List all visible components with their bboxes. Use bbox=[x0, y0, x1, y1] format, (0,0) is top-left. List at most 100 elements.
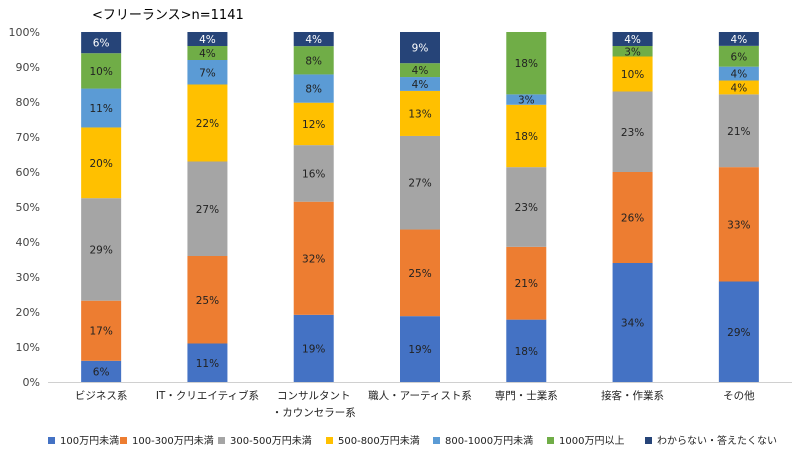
bar-segment bbox=[718, 32, 759, 46]
data-label: 18% bbox=[515, 131, 538, 143]
bar-segment bbox=[81, 88, 122, 128]
data-label: 21% bbox=[515, 278, 538, 290]
bar-segment bbox=[187, 32, 228, 46]
x-category-label: 接客・作業系 bbox=[601, 389, 664, 402]
data-label: 4% bbox=[731, 34, 748, 46]
data-label: 32% bbox=[302, 253, 325, 265]
legend-swatch bbox=[48, 437, 55, 444]
bar-segment bbox=[718, 94, 759, 168]
data-label: 27% bbox=[196, 204, 219, 216]
data-label: 12% bbox=[302, 119, 325, 131]
data-label: 23% bbox=[515, 202, 538, 214]
bar-segment bbox=[718, 281, 759, 382]
bar-segment bbox=[293, 201, 334, 315]
bar-segment bbox=[612, 56, 653, 92]
data-label: 10% bbox=[89, 66, 112, 78]
data-label: 3% bbox=[624, 46, 641, 58]
bar-segment bbox=[187, 343, 228, 382]
y-tick-label: 100% bbox=[9, 26, 40, 39]
bar-segment bbox=[187, 60, 228, 85]
legend-swatch bbox=[645, 437, 652, 444]
y-tick-label: 20% bbox=[16, 306, 40, 319]
y-tick-label: 0% bbox=[23, 376, 40, 389]
bar-segment bbox=[718, 45, 759, 67]
y-tick-label: 90% bbox=[16, 61, 40, 74]
bar-segment bbox=[506, 32, 547, 95]
bar-segment bbox=[718, 80, 759, 95]
bar-segment bbox=[612, 263, 653, 382]
data-label: 29% bbox=[727, 327, 750, 339]
bar-segment bbox=[400, 77, 440, 91]
bar-segment bbox=[187, 46, 228, 60]
y-tick-label: 70% bbox=[16, 131, 40, 144]
data-label: 34% bbox=[621, 318, 644, 330]
data-label: 27% bbox=[408, 178, 431, 190]
data-label: 18% bbox=[515, 58, 538, 70]
y-tick-label: 30% bbox=[16, 271, 40, 284]
legend-swatch bbox=[218, 437, 225, 444]
chart-title: <フリーランス>n=1141 bbox=[92, 8, 244, 23]
bar-segment bbox=[612, 32, 653, 46]
x-category-label: IT・クリエイティブ系 bbox=[156, 389, 259, 402]
bar-segment bbox=[400, 63, 440, 78]
legend-label: 100万円未満 bbox=[60, 435, 119, 447]
y-tick-label: 40% bbox=[16, 236, 40, 249]
data-label: 3% bbox=[518, 95, 535, 107]
data-label: 6% bbox=[93, 38, 110, 50]
bar-segment bbox=[187, 256, 228, 344]
legend-swatch bbox=[433, 437, 440, 444]
bar-segment bbox=[400, 90, 440, 136]
data-label: 9% bbox=[412, 43, 429, 55]
bar-segment bbox=[506, 167, 547, 247]
bar-segment bbox=[81, 127, 122, 199]
bar-segment bbox=[506, 104, 547, 168]
data-label: 6% bbox=[93, 366, 110, 378]
bar-segment bbox=[400, 316, 440, 382]
data-label: 25% bbox=[196, 295, 219, 307]
bar-segment bbox=[81, 32, 122, 54]
data-label: 6% bbox=[731, 51, 748, 63]
bar-segment bbox=[400, 135, 440, 230]
bar-segment bbox=[293, 102, 334, 146]
bar-segment bbox=[293, 46, 334, 75]
y-tick-label: 50% bbox=[16, 201, 40, 214]
bar-segment bbox=[293, 314, 334, 382]
data-label: 10% bbox=[621, 69, 644, 81]
data-label: 4% bbox=[199, 48, 216, 60]
data-label: 4% bbox=[412, 79, 429, 91]
y-tick-label: 80% bbox=[16, 96, 40, 109]
bar-segment bbox=[506, 94, 547, 105]
legend-swatch bbox=[547, 437, 554, 444]
data-label: 16% bbox=[302, 168, 325, 180]
data-label: 4% bbox=[412, 65, 429, 77]
bar-segment bbox=[187, 161, 228, 256]
bar-segment bbox=[81, 300, 122, 361]
data-label: 7% bbox=[199, 67, 216, 79]
bar-segment bbox=[187, 84, 228, 162]
legend-label: 800-1000万円未満 bbox=[445, 435, 533, 447]
x-category-label: コンサルタント bbox=[277, 390, 351, 402]
bar-segment bbox=[612, 172, 653, 263]
data-label: 19% bbox=[408, 344, 431, 356]
data-label: 11% bbox=[89, 103, 112, 115]
legend-label: 100-300万円未満 bbox=[132, 435, 214, 447]
x-category-label: 職人・アーティスト系 bbox=[368, 390, 472, 402]
bar-segment bbox=[612, 46, 653, 57]
x-category-label: ・カウンセラー系 bbox=[272, 407, 356, 419]
x-category-label: その他 bbox=[723, 389, 755, 402]
data-label: 26% bbox=[621, 213, 644, 225]
data-label: 22% bbox=[196, 118, 219, 130]
data-label: 4% bbox=[305, 34, 322, 46]
legend-label: 300-500万円未満 bbox=[230, 435, 312, 447]
legend-label: 500-800万円未満 bbox=[338, 435, 420, 447]
data-label: 17% bbox=[89, 326, 112, 338]
data-label: 29% bbox=[89, 244, 112, 256]
bar-segment bbox=[718, 167, 759, 282]
data-label: 33% bbox=[727, 219, 750, 231]
bar-segment bbox=[81, 360, 122, 382]
data-label: 21% bbox=[727, 126, 750, 138]
bar-segment bbox=[293, 145, 334, 202]
bar-segment bbox=[81, 198, 122, 301]
data-label: 23% bbox=[621, 127, 644, 139]
